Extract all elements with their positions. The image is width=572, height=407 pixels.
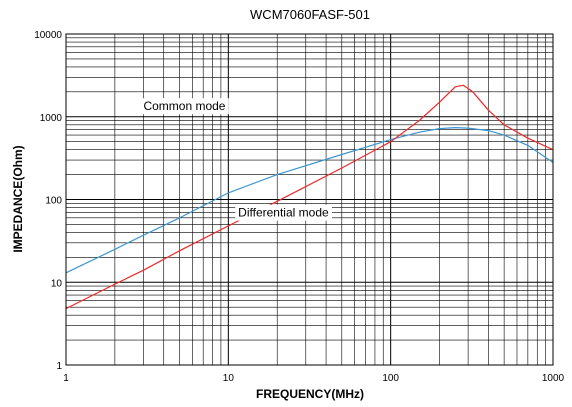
y-tick-label: 1000 — [40, 113, 63, 124]
annotation-differential: Differential mode — [238, 206, 329, 220]
tick-labels: 1 10 100 1000 1 10 100 1000 10000 — [34, 30, 564, 384]
grid-layer — [65, 34, 553, 366]
annotation-common: Common mode — [143, 99, 225, 113]
x-axis-label: FREQUENCY(MHz) — [256, 387, 364, 401]
chart-title: WCM7060FASF-501 — [250, 7, 370, 22]
annotations: Common mode Differential mode — [140, 98, 333, 221]
series-line-common — [65, 126, 554, 274]
plot-frame — [65, 33, 554, 366]
annotation-bg — [235, 204, 333, 221]
series-line-differential — [65, 84, 554, 310]
series-layer — [65, 84, 554, 310]
y-tick-label: 1 — [56, 361, 62, 372]
y-axis-label: IMPEDANCE(Ohm) — [11, 145, 25, 252]
x-tick-label: 100 — [382, 373, 399, 384]
x-tick-label: 10 — [223, 373, 235, 384]
annotation-bg — [140, 98, 229, 115]
x-tick-label: 1000 — [542, 373, 565, 384]
y-tick-label: 100 — [45, 196, 62, 207]
x-tick-label: 1 — [63, 373, 69, 384]
y-tick-label: 10000 — [34, 30, 62, 41]
y-tick-label: 10 — [51, 278, 63, 289]
